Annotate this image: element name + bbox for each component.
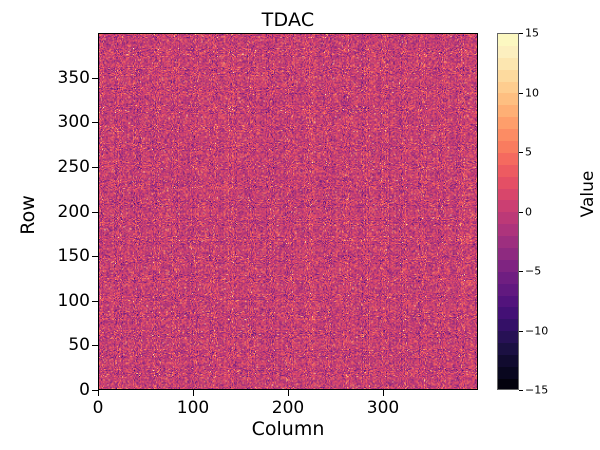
y-axis-tick [92, 345, 98, 347]
y-axis-tick-label: 50 [68, 335, 90, 356]
colorbar-band [498, 307, 518, 320]
colorbar-band [498, 34, 518, 46]
y-axis-tick-label: 200 [57, 201, 90, 222]
colorbar-tick-label: 5 [525, 145, 532, 159]
colorbar-band [498, 248, 518, 260]
colorbar-tick [519, 33, 523, 34]
colorbar-band [498, 57, 518, 70]
y-axis-tick [92, 211, 98, 213]
colorbar-band [498, 93, 518, 106]
colorbar [497, 33, 519, 390]
colorbar-gradient [498, 34, 518, 389]
x-axis-tick [288, 390, 289, 396]
y-axis-tick-group: 0 50 100 150 200 250 300 350 [0, 0, 98, 450]
x-axis-tick [193, 390, 194, 396]
colorbar-band [498, 355, 518, 367]
colorbar-band [498, 141, 518, 153]
y-axis-tick-label: 300 [57, 112, 90, 133]
page-title: TDAC [261, 9, 315, 31]
y-axis-tick [92, 166, 98, 168]
colorbar-tick-label: 15 [525, 26, 539, 40]
colorbar-tick-label: −5 [525, 264, 542, 278]
y-axis-tick [92, 77, 98, 79]
y-axis-tick-label: 150 [57, 246, 90, 267]
colorbar-band [498, 81, 518, 94]
colorbar-tick [519, 92, 523, 94]
colorbar-band [498, 176, 518, 189]
colorbar-tick-label: −15 [525, 383, 549, 397]
colorbar-band [498, 69, 518, 82]
y-axis-label: Row [17, 195, 39, 235]
y-axis-tick [92, 122, 98, 124]
x-axis-tick-label: 200 [271, 398, 305, 418]
x-axis-tick [98, 390, 99, 396]
colorbar-band [498, 188, 518, 201]
colorbar-band [498, 105, 518, 118]
colorbar-tick-label: −10 [525, 324, 549, 337]
y-axis-tick [92, 300, 98, 302]
heatmap-image [99, 34, 477, 389]
y-axis-tick [92, 256, 98, 258]
colorbar-band [498, 283, 518, 296]
colorbar-band [498, 152, 518, 165]
y-axis-tick-label: 250 [57, 156, 90, 177]
y-axis-tick [92, 390, 98, 391]
colorbar-band [498, 259, 518, 272]
colorbar-band [498, 212, 518, 225]
colorbar-tick [519, 211, 523, 213]
colorbar-tick-label: 0 [525, 205, 532, 218]
colorbar-band [498, 378, 518, 389]
colorbar-band [498, 366, 518, 379]
colorbar-tick [519, 390, 523, 391]
y-axis-tick-label: 100 [57, 290, 90, 311]
colorbar-band [498, 200, 518, 213]
colorbar-band [498, 117, 518, 130]
colorbar-band [498, 45, 518, 58]
colorbar-band [498, 224, 518, 237]
colorbar-tick [519, 271, 523, 272]
x-axis-tick [383, 390, 384, 396]
colorbar-band [498, 295, 518, 308]
y-axis-tick-label: 350 [57, 67, 90, 88]
heatmap-plot-area [98, 33, 478, 390]
y-axis-tick-label: 0 [79, 380, 90, 400]
x-axis-tick-label: 300 [366, 398, 400, 418]
colorbar-label: Value [578, 170, 598, 218]
x-axis-label: Column [251, 418, 325, 440]
colorbar-band [498, 129, 518, 142]
x-axis-tick-label: 100 [176, 398, 210, 418]
colorbar-band [498, 271, 518, 284]
colorbar-tick [519, 330, 523, 332]
x-axis-tick-label: 0 [92, 398, 104, 418]
colorbar-band [498, 236, 518, 249]
colorbar-tick-label: 10 [525, 86, 539, 99]
colorbar-band [498, 343, 518, 356]
colorbar-band [498, 331, 518, 344]
colorbar-tick [519, 152, 523, 153]
colorbar-band [498, 164, 518, 177]
colorbar-band [498, 319, 518, 332]
